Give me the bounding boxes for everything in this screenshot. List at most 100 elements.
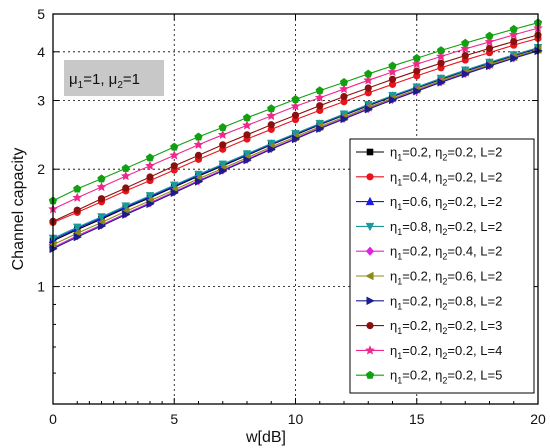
- data-point: [193, 139, 204, 150]
- data-point: [121, 202, 131, 211]
- data-point: [219, 166, 228, 176]
- data-point: [437, 78, 446, 87]
- data-point: [72, 223, 82, 233]
- data-point: [461, 38, 470, 47]
- data-point: [340, 93, 348, 101]
- x-tick-label: 5: [170, 411, 178, 427]
- y-axis-title: Channel capacity: [10, 148, 27, 271]
- data-point: [316, 124, 325, 134]
- legend-marker: [366, 322, 374, 330]
- data-point: [388, 75, 397, 83]
- legend-entry: η1=0.2, η2=0.8, L=2: [356, 293, 502, 311]
- legend-marker: [365, 222, 375, 232]
- legend-entry: η1=0.4, η2=0.2, L=2: [356, 169, 502, 187]
- data-point: [145, 192, 155, 201]
- data-point: [120, 170, 131, 181]
- data-point: [485, 44, 494, 53]
- series-10: [48, 18, 543, 205]
- legend-label: η1=0.2, η2=0.2, L=3: [390, 318, 502, 336]
- legend-entry: η1=0.2, η2=0.6, L=2: [356, 269, 502, 287]
- legend-marker: [365, 345, 375, 355]
- data-point: [364, 69, 373, 78]
- data-point: [485, 31, 494, 40]
- x-tick-label: 20: [530, 411, 546, 427]
- data-point: [437, 59, 445, 67]
- legend-marker: [365, 196, 375, 206]
- data-point: [291, 111, 300, 119]
- data-point: [122, 210, 131, 219]
- data-point: [340, 114, 349, 124]
- data-point: [218, 160, 228, 170]
- series-9: [48, 22, 543, 214]
- legend-entry: η1=0.2, η2=0.2, L=5: [356, 368, 502, 386]
- legend-label: η1=0.8, η2=0.2, L=2: [390, 219, 502, 237]
- data-point: [364, 84, 372, 92]
- data-point: [243, 155, 252, 165]
- legend-label: η1=0.2, η2=0.2, L=4: [390, 343, 502, 361]
- data-point: [339, 83, 349, 94]
- data-point: [291, 94, 300, 103]
- data-point: [121, 163, 130, 172]
- legend-entry: η1=0.2, η2=0.2, L=3: [356, 318, 502, 336]
- data-point: [97, 213, 106, 222]
- data-point: [411, 58, 422, 69]
- data-point: [388, 61, 397, 70]
- data-point: [509, 24, 518, 33]
- data-point: [267, 121, 275, 129]
- y-tick-label: 4: [37, 44, 45, 60]
- data-point: [194, 132, 203, 141]
- legend: η1=0.2, η2=0.2, L=2 η1=0.4, η2=0.2, L=2 η1…: [349, 138, 535, 394]
- y-tick-label: 3: [37, 93, 45, 109]
- data-point: [146, 173, 154, 181]
- data-point: [387, 66, 398, 77]
- data-point: [388, 95, 398, 105]
- data-point: [510, 37, 518, 46]
- data-point: [436, 51, 446, 61]
- legend-label: η1=0.6, η2=0.2, L=2: [390, 194, 502, 212]
- legend-entry: η1=0.2, η2=0.2, L=2: [356, 145, 502, 163]
- y-tick-label: 1: [37, 279, 45, 295]
- data-point: [122, 184, 130, 192]
- data-point: [364, 104, 374, 114]
- data-point: [291, 134, 301, 144]
- data-point: [169, 181, 179, 191]
- data-point: [485, 61, 495, 71]
- legend-label: η1=0.2, η2=0.6, L=2: [390, 269, 502, 287]
- data-point: [267, 104, 276, 113]
- data-point: [242, 120, 252, 130]
- data-point: [97, 221, 107, 231]
- y-tick-label: 2: [37, 161, 45, 177]
- annotation-text: μ1=1, μ2=1: [69, 71, 140, 91]
- data-point: [436, 46, 446, 55]
- data-point: [388, 80, 397, 88]
- legend-label: η1=0.2, η2=0.4, L=2: [390, 244, 502, 262]
- data-point: [316, 102, 324, 110]
- legend-marker: [366, 148, 374, 156]
- data-point: [145, 160, 155, 171]
- annotation-box: [64, 60, 164, 96]
- data-point: [73, 184, 82, 193]
- data-point: [267, 144, 277, 154]
- data-point: [145, 153, 155, 162]
- x-tick-label: 10: [288, 411, 304, 427]
- series-8: [49, 31, 542, 225]
- legend-marker: [366, 173, 374, 181]
- legend-entry: η1=0.6, η2=0.2, L=2: [356, 194, 502, 212]
- data-point: [243, 131, 251, 139]
- legend-label: η1=0.4, η2=0.2, L=2: [390, 169, 502, 187]
- data-point: [339, 77, 349, 86]
- data-point: [219, 141, 227, 149]
- data-point: [170, 162, 178, 170]
- legend-entry: η1=0.2, η2=0.4, L=2: [356, 244, 502, 262]
- data-point: [412, 53, 421, 62]
- series-group: [48, 18, 543, 254]
- data-point: [413, 67, 421, 75]
- data-point: [461, 52, 469, 60]
- parameter-annotation: μ1=1, μ2=1: [64, 60, 164, 96]
- legend-marker: [365, 370, 375, 379]
- data-point: [218, 122, 227, 131]
- data-point: [363, 75, 374, 85]
- data-point: [194, 151, 203, 159]
- data-point: [484, 36, 495, 47]
- data-point: [217, 129, 228, 140]
